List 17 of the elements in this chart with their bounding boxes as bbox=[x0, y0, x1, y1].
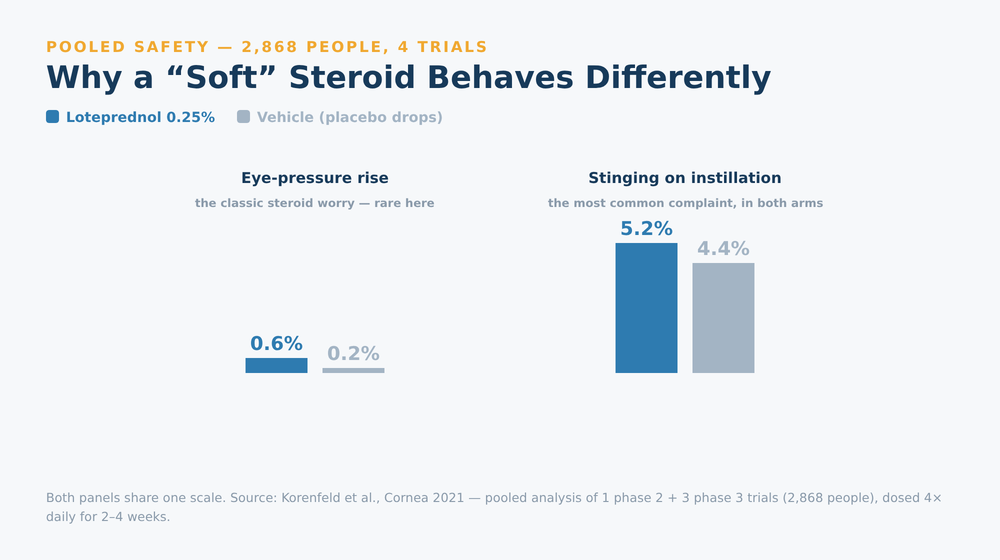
data-label: 0.2% bbox=[327, 343, 380, 365]
x-tick-label: Stinging on instillation bbox=[588, 169, 782, 187]
data-label: 5.2% bbox=[620, 218, 673, 240]
bar bbox=[322, 368, 384, 373]
text: the classic steroid worry — rare here bbox=[195, 196, 435, 210]
data-label: 0.6% bbox=[250, 333, 303, 355]
bar bbox=[246, 358, 308, 373]
chart-title: Why a “Soft” Steroid Behaves Differently bbox=[46, 60, 772, 96]
legend-label: Vehicle (placebo drops) bbox=[256, 110, 444, 126]
chart-subtitle: POOLED SAFETY — 2,868 PEOPLE, 4 TRIALS bbox=[46, 38, 489, 56]
text: the most common complaint, in both arms bbox=[548, 196, 824, 210]
legend-label: Loteprednol 0.25% bbox=[65, 110, 215, 126]
x-tick-label: Eye-pressure rise bbox=[241, 169, 389, 187]
bar bbox=[692, 262, 754, 373]
bar bbox=[616, 242, 678, 373]
text: Both panels share one scale. Source: Korenfeld et al., Cornea 2021 — pooled analysis of 1 phase 2 + 3 phase 3 trials (2,868 people), dosed 4× daily for 2–4 weeks. bbox=[46, 489, 944, 526]
data-label: 4.4% bbox=[697, 238, 750, 260]
